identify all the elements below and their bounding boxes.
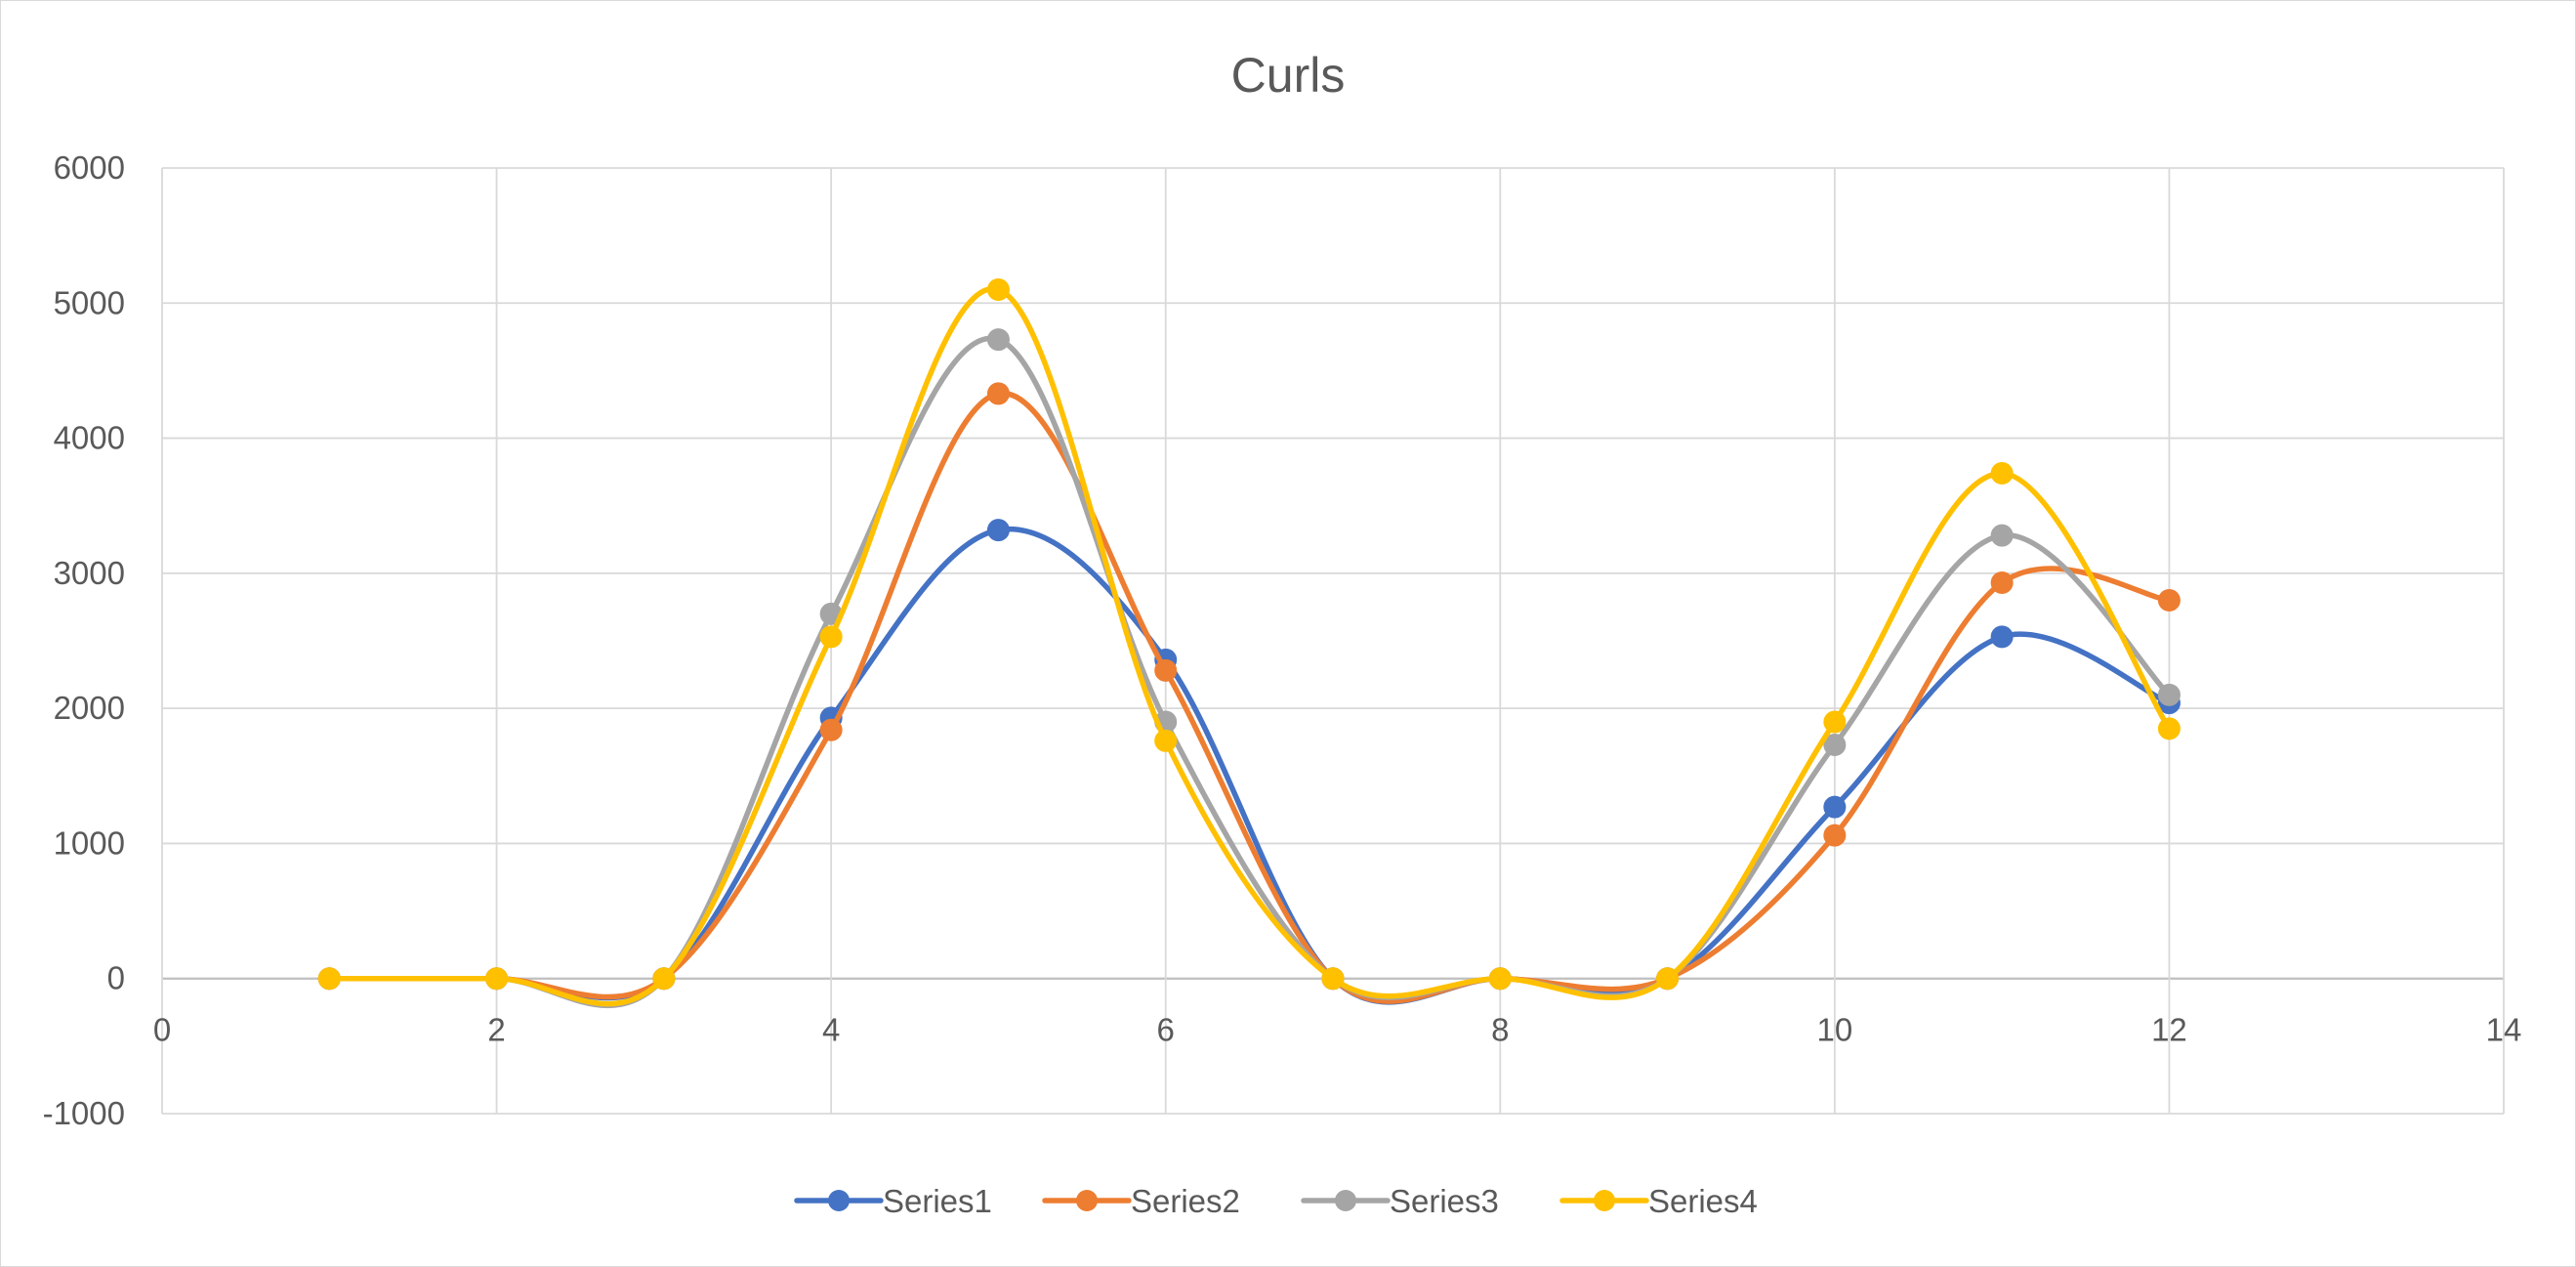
- series-4: [317, 277, 2181, 1007]
- data-point: [1990, 524, 2014, 547]
- legend-marker: [1594, 1190, 1615, 1211]
- data-point: [1154, 729, 1178, 752]
- y-tick-label: 2000: [54, 690, 125, 726]
- data-point: [819, 718, 843, 741]
- data-point: [1823, 795, 1847, 819]
- data-point: [317, 967, 341, 991]
- series-2: [317, 382, 2181, 1004]
- chart-title: Curls: [1231, 48, 1346, 103]
- grid-layer: [161, 167, 2505, 1115]
- legend-label: Series2: [1131, 1183, 1240, 1219]
- data-point: [2157, 683, 2181, 706]
- legend-marker: [828, 1190, 850, 1211]
- data-point: [1823, 824, 1847, 847]
- y-tick-label: -1000: [43, 1095, 125, 1131]
- series-1: [317, 519, 2181, 1005]
- legend-item-series4: Series4: [1559, 1183, 1758, 1219]
- x-tick-label: 4: [822, 1012, 840, 1048]
- legend-marker: [1335, 1190, 1356, 1211]
- data-point: [1823, 733, 1847, 756]
- data-point: [485, 967, 509, 991]
- data-point: [1990, 571, 2014, 595]
- legend: Series1 Series2 Series3 Series4: [794, 1183, 1758, 1219]
- y-tick-label: 5000: [54, 284, 125, 320]
- data-point: [986, 328, 1010, 352]
- legend-label: Series4: [1648, 1183, 1758, 1219]
- data-point: [1321, 967, 1345, 991]
- legend-label: Series3: [1390, 1183, 1499, 1219]
- data-point: [1656, 967, 1680, 991]
- data-point: [1990, 462, 2014, 486]
- x-tick-label: 0: [153, 1012, 171, 1048]
- data-point: [1488, 967, 1512, 991]
- x-tick-label: 6: [1157, 1012, 1175, 1048]
- legend-label: Series1: [883, 1183, 992, 1219]
- x-tick-label: 12: [2151, 1012, 2187, 1048]
- y-tick-label: 1000: [54, 824, 125, 861]
- y-tick-label: 3000: [54, 555, 125, 591]
- data-point: [1990, 625, 2014, 649]
- x-tick-label: 2: [487, 1012, 505, 1048]
- data-point: [2157, 717, 2181, 740]
- y-tick-label: 6000: [54, 149, 125, 186]
- data-point: [819, 625, 843, 649]
- data-point: [1823, 710, 1847, 734]
- series-line: [326, 391, 2173, 1004]
- series-line: [326, 285, 2173, 1007]
- data-point: [986, 519, 1010, 542]
- legend-item-series1: Series1: [794, 1183, 992, 1219]
- y-tick-label: 0: [107, 960, 125, 996]
- data-point: [986, 277, 1010, 301]
- axis-labels-layer: -1000 0 1000 2000 3000 4000 5000 6000 0 2 4 6 8 10 12 1…: [43, 149, 2522, 1131]
- data-point: [652, 967, 676, 991]
- data-point: [2157, 589, 2181, 612]
- series-3: [317, 328, 2181, 1009]
- x-tick-label: 14: [2486, 1012, 2522, 1048]
- x-tick-label: 10: [1816, 1012, 1852, 1048]
- legend-item-series2: Series2: [1042, 1183, 1240, 1219]
- data-point: [986, 382, 1010, 405]
- legend-item-series3: Series3: [1301, 1183, 1499, 1219]
- x-tick-label: 8: [1491, 1012, 1509, 1048]
- series-layer: [317, 277, 2181, 1009]
- series-line: [326, 526, 2173, 1005]
- y-tick-label: 4000: [54, 420, 125, 456]
- legend-marker: [1076, 1190, 1098, 1211]
- data-point: [1154, 658, 1178, 682]
